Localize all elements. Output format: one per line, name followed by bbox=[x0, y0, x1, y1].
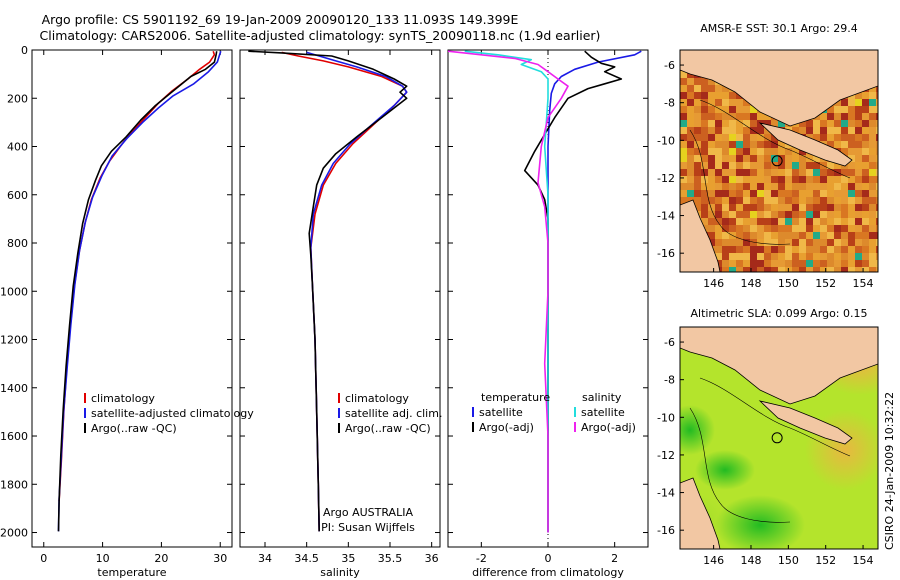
difference-legend-title-temperature: temperature bbox=[481, 391, 550, 404]
y-tick-label: 1000 bbox=[0, 285, 28, 298]
map-x-tick-label: 154 bbox=[853, 554, 874, 567]
map-x-tick-label: 146 bbox=[703, 277, 724, 290]
series-line-diff_satellite bbox=[464, 50, 549, 533]
map-x-tick-label: 148 bbox=[740, 554, 761, 567]
temperature-legend-label: climatology bbox=[91, 392, 155, 405]
x-tick-label: 35 bbox=[341, 552, 355, 565]
x-axis-label: salinity bbox=[320, 566, 360, 579]
y-tick-label: 800 bbox=[7, 237, 28, 250]
sla-land-australia bbox=[680, 477, 721, 549]
difference-temperature-legend-label: Argo(-adj) bbox=[479, 421, 534, 434]
sst-map-frame bbox=[679, 49, 879, 273]
salinity-annotation-line2: PI: Susan Wijffels bbox=[321, 521, 415, 534]
difference-salinity-legend-label: Argo(-adj) bbox=[581, 421, 636, 434]
x-tick-label: 30 bbox=[213, 552, 227, 565]
difference-legend-title-salinity: salinity bbox=[582, 391, 622, 404]
sla-map-frame bbox=[679, 326, 879, 550]
sst-land-australia bbox=[680, 199, 721, 272]
x-axis-label: difference from climatology bbox=[472, 566, 624, 579]
sst-argo-location-marker bbox=[771, 155, 783, 167]
sla-map: Altimetric SLA: 0.099 Argo: 0.15 146 148 1… bbox=[657, 307, 879, 567]
salinity-annotation-line1: Argo AUSTRALIA bbox=[323, 506, 413, 519]
temperature-legend-label: Argo(..raw -QC) bbox=[91, 422, 177, 435]
map-x-tick-label: 146 bbox=[703, 554, 724, 567]
y-tick-label: 1800 bbox=[0, 478, 28, 491]
map-x-tick-label: 152 bbox=[815, 554, 836, 567]
series-line-satellite bbox=[306, 51, 408, 532]
series-line-climatology bbox=[281, 51, 408, 532]
map-x-tick-label: 150 bbox=[778, 277, 799, 290]
y-tick-label: 200 bbox=[7, 92, 28, 105]
y-tick-label: 600 bbox=[7, 189, 28, 202]
x-tick-label: 34 bbox=[258, 552, 272, 565]
x-tick-label: 35.5 bbox=[378, 552, 403, 565]
sst-map-title: AMSR-E SST: 30.1 Argo: 29.4 bbox=[700, 22, 858, 35]
map-y-tick-label: -14 bbox=[657, 487, 675, 500]
map-y-tick-label: -10 bbox=[657, 134, 675, 147]
map-y-tick-label: -10 bbox=[657, 411, 675, 424]
temperature-legend-label: satellite-adjusted climatology bbox=[91, 407, 254, 420]
series-line-argo bbox=[57, 51, 218, 532]
x-tick-label: 0 bbox=[40, 552, 47, 565]
map-y-tick-label: -12 bbox=[657, 449, 675, 462]
map-y-tick-label: -16 bbox=[657, 524, 675, 537]
x-tick-label: 10 bbox=[96, 552, 110, 565]
x-tick-label: 2 bbox=[611, 552, 618, 565]
y-tick-label: 1200 bbox=[0, 334, 28, 347]
series-line-diff_argo bbox=[447, 50, 569, 533]
salinity-legend-label: satellite adj. clim. bbox=[345, 407, 442, 420]
y-tick-label: 0 bbox=[21, 44, 28, 57]
csiro-timestamp-label: CSIRO 24-Jan-2009 10:32:22 bbox=[883, 392, 896, 550]
map-y-tick-label: -8 bbox=[664, 374, 675, 387]
difference-temperature-legend-label: satellite bbox=[479, 406, 523, 419]
x-tick-label: -2 bbox=[476, 552, 487, 565]
y-tick-label: 2000 bbox=[0, 527, 28, 540]
x-tick-label: 34.5 bbox=[294, 552, 319, 565]
series-line-argo bbox=[248, 50, 408, 532]
y-tick-label: 400 bbox=[7, 141, 28, 154]
x-tick-label: 36 bbox=[425, 552, 439, 565]
map-y-tick-label: -16 bbox=[657, 247, 675, 260]
figure-title-line1: Argo profile: CS 5901192_69 19-Jan-2009 … bbox=[41, 12, 519, 27]
series-line-satellite bbox=[547, 50, 642, 533]
salinity-legend-label: Argo(..raw -QC) bbox=[345, 422, 431, 435]
map-y-tick-label: -6 bbox=[664, 336, 675, 349]
series-line-argo bbox=[523, 50, 623, 533]
salinity-panel-frame bbox=[239, 49, 441, 548]
map-x-tick-label: 152 bbox=[815, 277, 836, 290]
sst-land-peninsula bbox=[758, 122, 853, 167]
map-y-tick-label: -8 bbox=[664, 97, 675, 110]
map-x-tick-label: 154 bbox=[853, 277, 874, 290]
sla-argo-location-marker bbox=[771, 432, 783, 444]
difference-salinity-legend-label: satellite bbox=[581, 406, 625, 419]
x-axis-label: temperature bbox=[97, 566, 166, 579]
map-x-tick-label: 150 bbox=[778, 554, 799, 567]
figure-title-line2: Climatology: CARS2006. Satellite-adjuste… bbox=[39, 28, 601, 43]
temperature-panel-frame bbox=[31, 49, 233, 548]
y-tick-label: 1400 bbox=[0, 382, 28, 395]
sla-land-peninsula bbox=[758, 400, 853, 445]
x-tick-label: 20 bbox=[154, 552, 168, 565]
salinity-legend-label: climatology bbox=[345, 392, 409, 405]
y-tick-label: 1600 bbox=[0, 430, 28, 443]
map-y-tick-label: -12 bbox=[657, 172, 675, 185]
x-tick-label: 0 bbox=[545, 552, 552, 565]
sst-map: AMSR-E SST: 30.1 Argo: 29.4 146 148 150 152… bbox=[657, 22, 879, 290]
sla-land-newguinea bbox=[680, 327, 878, 405]
map-y-tick-label: -14 bbox=[657, 210, 675, 223]
sla-map-title: Altimetric SLA: 0.099 Argo: 0.15 bbox=[690, 307, 867, 320]
map-y-tick-label: -6 bbox=[664, 59, 675, 72]
map-x-tick-label: 148 bbox=[740, 277, 761, 290]
sst-land-newguinea bbox=[680, 50, 878, 127]
